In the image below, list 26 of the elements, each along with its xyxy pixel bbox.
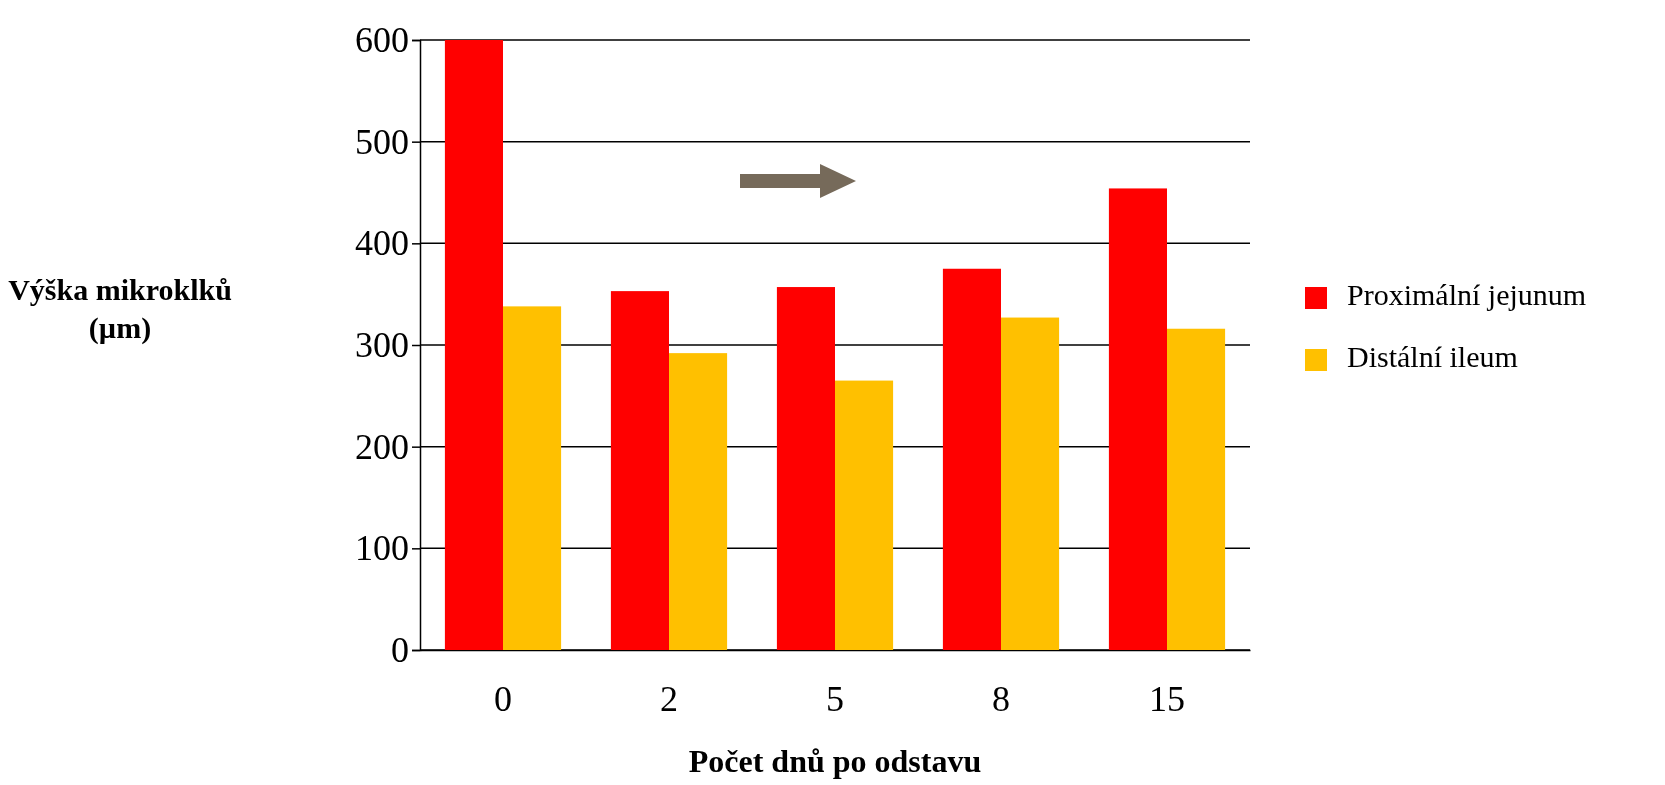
x-tick-label: 15 <box>1149 678 1185 719</box>
bar <box>776 287 835 650</box>
bar <box>1001 317 1060 650</box>
bar <box>1167 328 1226 650</box>
bar <box>610 291 669 650</box>
x-tick-label: 2 <box>660 678 678 719</box>
y-axis-title: Výška mikroklků (µm) <box>8 273 232 345</box>
y-tick-label: 200 <box>355 426 409 467</box>
y-tick-label: 400 <box>355 223 409 264</box>
y-tick-label: 600 <box>355 20 409 61</box>
x-tick-label: 8 <box>992 678 1010 719</box>
y-tick-label: 0 <box>391 630 409 671</box>
x-tick-label: 0 <box>494 678 512 719</box>
y-tick-label: 100 <box>355 528 409 569</box>
bar <box>1108 188 1167 650</box>
legend-label: Distální ileum <box>1347 340 1518 373</box>
legend-label: Proximální jejunum <box>1347 278 1587 311</box>
x-axis-title: Počet dnů po odstavu <box>688 743 982 779</box>
bar <box>503 306 562 650</box>
bar <box>942 268 1001 650</box>
y-tick-label: 500 <box>355 121 409 162</box>
y-tick-label: 300 <box>355 325 409 366</box>
bar <box>444 40 503 650</box>
bar <box>669 353 728 650</box>
bar <box>835 380 894 650</box>
x-tick-label: 5 <box>826 678 844 719</box>
